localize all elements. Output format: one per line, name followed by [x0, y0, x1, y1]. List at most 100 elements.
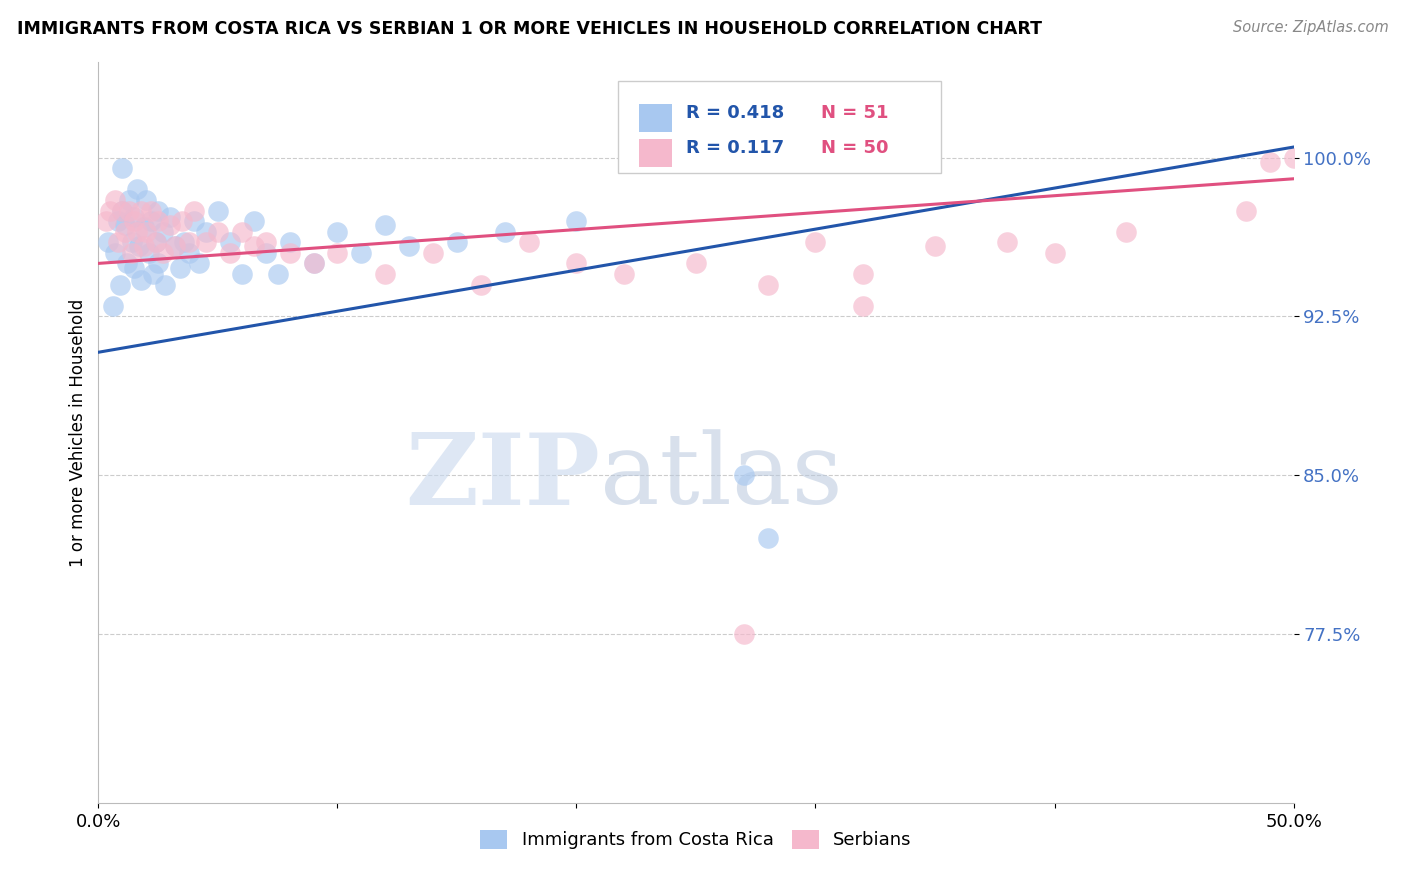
Point — [207, 203, 229, 218]
Point — [326, 225, 349, 239]
Point — [565, 214, 588, 228]
Point — [139, 203, 162, 218]
Point — [183, 214, 205, 228]
Point — [107, 235, 129, 250]
Point — [111, 203, 134, 218]
Point — [124, 210, 146, 224]
Point — [183, 203, 205, 218]
Text: R = 0.117: R = 0.117 — [686, 138, 785, 157]
Point — [924, 239, 946, 253]
Text: ZIP: ZIP — [405, 428, 600, 525]
Point — [243, 214, 266, 228]
Point — [179, 235, 201, 250]
Point — [111, 203, 134, 218]
Point — [132, 220, 155, 235]
Bar — [638, 138, 672, 167]
Point — [118, 193, 141, 207]
Point — [152, 225, 174, 239]
Point — [124, 260, 146, 275]
Point — [124, 214, 146, 228]
Point — [121, 235, 143, 250]
Point — [1115, 225, 1137, 239]
Point — [163, 239, 186, 253]
Point — [132, 239, 155, 253]
Point — [195, 235, 218, 250]
Point — [374, 219, 396, 233]
Point — [446, 235, 468, 250]
Point — [219, 245, 242, 260]
FancyBboxPatch shape — [619, 81, 941, 173]
Point — [131, 273, 153, 287]
Point — [374, 267, 396, 281]
Point — [145, 235, 167, 250]
Point — [278, 245, 301, 260]
Point — [1234, 203, 1257, 218]
Point — [231, 267, 253, 281]
Point — [115, 256, 138, 270]
Point — [278, 235, 301, 250]
Point — [98, 203, 122, 218]
Point — [97, 235, 120, 250]
Point — [187, 256, 209, 270]
Point — [350, 245, 373, 260]
Point — [565, 256, 588, 270]
Point — [111, 161, 134, 176]
Point — [756, 532, 779, 546]
Point — [195, 225, 218, 239]
Point — [1282, 151, 1305, 165]
Point — [804, 235, 827, 250]
Point — [135, 193, 157, 207]
Point — [104, 193, 127, 207]
Point — [104, 245, 127, 260]
Point — [1258, 154, 1281, 169]
Point — [685, 256, 707, 270]
Point — [148, 203, 170, 218]
Point — [114, 219, 136, 233]
Point — [108, 277, 131, 292]
Point — [121, 245, 143, 260]
Point — [733, 626, 755, 640]
Point — [155, 277, 177, 292]
Point — [470, 277, 492, 292]
Point — [207, 225, 229, 239]
Point — [254, 235, 277, 250]
Point — [852, 299, 875, 313]
Point — [1043, 245, 1066, 260]
Text: N = 51: N = 51 — [821, 103, 889, 122]
Point — [159, 219, 181, 233]
Point — [135, 225, 157, 239]
Point — [172, 214, 194, 228]
Point — [139, 214, 162, 228]
Point — [733, 467, 755, 482]
Y-axis label: 1 or more Vehicles in Household: 1 or more Vehicles in Household — [69, 299, 87, 566]
Point — [125, 225, 148, 239]
Text: Source: ZipAtlas.com: Source: ZipAtlas.com — [1233, 20, 1389, 35]
Point — [148, 256, 170, 270]
Point — [131, 203, 153, 218]
Bar — [638, 103, 672, 132]
Point — [267, 267, 290, 281]
Point — [254, 245, 277, 260]
Point — [101, 299, 124, 313]
Point — [179, 245, 201, 260]
Point — [138, 245, 160, 260]
Point — [219, 235, 242, 250]
Point — [159, 210, 181, 224]
Point — [494, 225, 516, 239]
Point — [326, 245, 349, 260]
Text: R = 0.418: R = 0.418 — [686, 103, 785, 122]
Point — [995, 235, 1018, 250]
Text: N = 50: N = 50 — [821, 138, 889, 157]
Point — [114, 225, 136, 239]
Point — [142, 267, 165, 281]
Point — [517, 235, 540, 250]
Point — [243, 239, 266, 253]
Legend: Immigrants from Costa Rica, Serbians: Immigrants from Costa Rica, Serbians — [472, 823, 920, 856]
Text: atlas: atlas — [600, 429, 844, 524]
Point — [107, 214, 129, 228]
Point — [852, 267, 875, 281]
Point — [128, 239, 150, 253]
Point — [302, 256, 325, 270]
Point — [152, 245, 174, 260]
Point — [422, 245, 444, 260]
